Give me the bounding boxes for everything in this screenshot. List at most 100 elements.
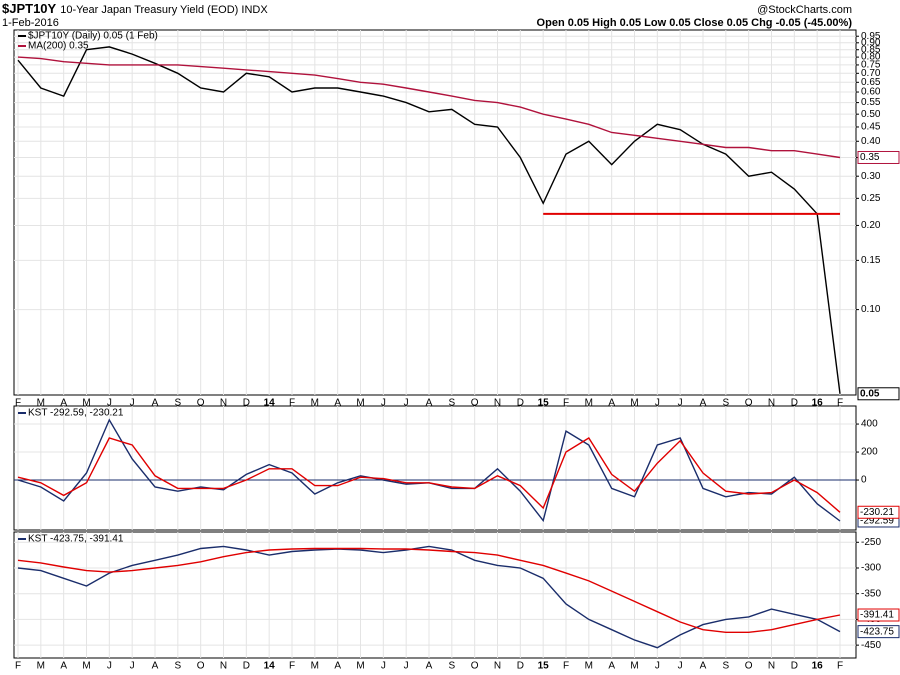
x-tick-label: F [15, 398, 21, 409]
y-tick-label: 0.25 [861, 193, 881, 204]
x-tick-label: O [745, 398, 753, 409]
legend-label: MA(200) 0.35 [28, 41, 89, 52]
y-tick-label: 0.20 [861, 220, 881, 231]
y-tick-label: 0.40 [861, 136, 881, 147]
quote: Open 0.05 High 0.05 Low 0.05 Close 0.05 … [537, 17, 853, 29]
x-tick-label: D [243, 661, 250, 672]
x-tick-label: F [563, 398, 569, 409]
x-tick-label: N [768, 398, 775, 409]
header-date: 1-Feb-2016 [2, 17, 59, 29]
series-line [17, 437, 841, 513]
legend-label: KST -292.59, -230.21 [28, 408, 124, 419]
last-value-label: 0.05 [860, 388, 880, 399]
x-tick-label: J [130, 661, 135, 672]
x-tick-label: N [494, 398, 501, 409]
x-tick-label: D [243, 398, 250, 409]
x-tick-label: M [82, 661, 90, 672]
x-tick-label: 16 [812, 398, 824, 409]
y-tick-label: 0.80 [861, 52, 881, 63]
x-tick-label: F [15, 661, 21, 672]
x-tick-label: 16 [812, 661, 824, 672]
x-tick-label: J [678, 398, 683, 409]
last-value-box [857, 150, 900, 164]
y-tick-label: 200 [861, 447, 878, 458]
x-tick-label: S [174, 661, 181, 672]
x-tick-label: 15 [538, 398, 550, 409]
security-name: 10-Year Japan Treasury Yield (EOD) INDX [60, 4, 268, 16]
x-tick-label: S [448, 398, 455, 409]
x-tick-label: S [722, 398, 729, 409]
x-tick-label: A [426, 398, 433, 409]
x-tick-label: J [107, 661, 112, 672]
x-tick-label: F [837, 398, 843, 409]
x-tick-label: 15 [538, 661, 550, 672]
x-tick-label: F [837, 661, 843, 672]
x-tick-label: N [220, 661, 227, 672]
series-line [17, 547, 841, 633]
x-tick-label: 14 [264, 398, 276, 409]
x-tick-label: J [655, 398, 660, 409]
series-line [17, 545, 841, 649]
legend-label: KST -423.75, -391.41 [28, 534, 124, 545]
y-tick-label: 0.85 [861, 44, 881, 55]
y-tick-label: 0.50 [861, 109, 881, 120]
x-tick-label: 14 [264, 661, 276, 672]
y-tick-label: 0.95 [861, 31, 881, 42]
plot-area [13, 405, 857, 531]
y-tick-label: 0.70 [861, 68, 881, 79]
series-line [17, 56, 841, 159]
x-tick-label: S [448, 661, 455, 672]
y-tick-label: 0.55 [861, 97, 881, 108]
x-tick-label: M [630, 398, 638, 409]
x-tick-label: O [471, 398, 479, 409]
legend-label: $JPT10Y (Daily) 0.05 (1 Feb) [28, 31, 158, 42]
x-tick-label: M [311, 661, 319, 672]
x-tick-label: M [585, 661, 593, 672]
x-tick-label: N [768, 661, 775, 672]
x-tick-label: J [404, 398, 409, 409]
x-tick-label: N [494, 661, 501, 672]
x-tick-label: S [174, 398, 181, 409]
last-value-box [857, 625, 900, 639]
x-tick-label: A [334, 661, 341, 672]
x-tick-label: M [356, 398, 364, 409]
x-tick-label: F [289, 661, 295, 672]
x-tick-label: M [311, 398, 319, 409]
plot-area [13, 29, 857, 396]
x-tick-label: J [130, 398, 135, 409]
x-tick-label: J [381, 661, 386, 672]
x-tick-label: M [37, 398, 45, 409]
x-tick-label: A [152, 398, 159, 409]
x-tick-label: D [517, 661, 524, 672]
y-tick-label: -350 [861, 588, 881, 599]
x-tick-label: F [563, 661, 569, 672]
y-tick-label: 0.10 [861, 304, 881, 315]
x-tick-label: J [655, 661, 660, 672]
last-value-box [857, 387, 900, 401]
header-title: $JPT10Y 10-Year Japan Treasury Yield (EOD… [2, 1, 268, 16]
y-tick-label: -250 [861, 537, 881, 548]
x-tick-label: J [107, 398, 112, 409]
x-tick-label: F [289, 398, 295, 409]
last-value-label: -230.21 [860, 507, 894, 518]
last-value-label: -292.59 [860, 516, 894, 527]
last-value-label: 0.35 [860, 152, 880, 163]
x-tick-label: J [404, 661, 409, 672]
plot-area [13, 531, 857, 659]
y-tick-label: 0.90 [861, 37, 881, 48]
x-tick-label: J [381, 398, 386, 409]
x-tick-label: A [152, 661, 159, 672]
y-tick-label: 0.15 [861, 255, 881, 266]
x-tick-label: S [722, 661, 729, 672]
x-tick-label: A [334, 398, 341, 409]
x-tick-label: M [356, 661, 364, 672]
x-tick-label: D [791, 398, 798, 409]
last-value-box [857, 608, 900, 622]
x-tick-label: O [471, 661, 479, 672]
symbol: $JPT10Y [2, 1, 57, 16]
y-tick-label: 400 [861, 419, 878, 430]
x-tick-label: A [426, 661, 433, 672]
x-tick-label: D [517, 398, 524, 409]
x-tick-label: M [585, 398, 593, 409]
